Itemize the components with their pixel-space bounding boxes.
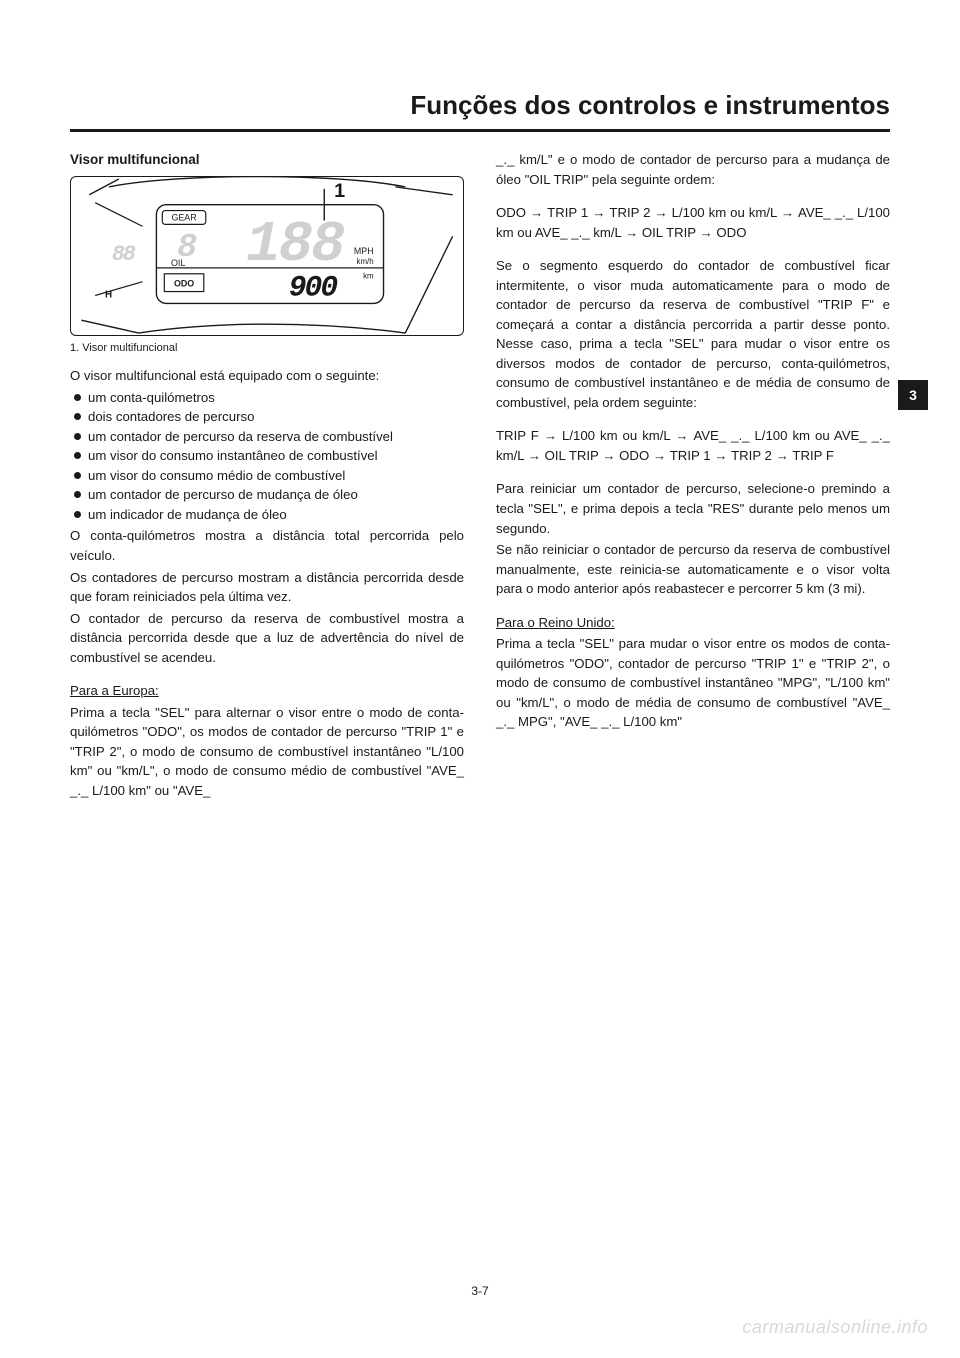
fig-label-kmh: km/h bbox=[357, 257, 374, 266]
fig-speed-ghost: 188 bbox=[246, 213, 345, 278]
list-item: um visor do consumo médio de combustível bbox=[70, 466, 464, 486]
arrow-icon: → bbox=[781, 205, 798, 220]
feature-bullet-list: um conta-quilómetros dois contadores de … bbox=[70, 388, 464, 525]
seq-part: TRIP 2 bbox=[731, 448, 772, 463]
reset-paragraph: Para reiniciar um contador de percurso, … bbox=[496, 479, 890, 538]
fig-label-h: H bbox=[105, 289, 112, 300]
list-item: um contador de percurso de mudança de ól… bbox=[70, 485, 464, 505]
seq-part: TRIP 1 bbox=[670, 448, 711, 463]
list-item: um indicador de mudança de óleo bbox=[70, 505, 464, 525]
seq-part: ODO bbox=[716, 225, 746, 240]
intro-paragraph: O visor multifuncional está equipado com… bbox=[70, 366, 464, 386]
fig-label-mph: MPH bbox=[354, 246, 374, 256]
arrow-icon: → bbox=[654, 205, 671, 220]
arrow-icon: → bbox=[625, 225, 642, 240]
reset-auto-paragraph: Se não reiniciar o contador de percurso … bbox=[496, 540, 890, 599]
list-item: um conta-quilómetros bbox=[70, 388, 464, 408]
arrow-icon: → bbox=[776, 448, 793, 463]
arrow-icon: → bbox=[528, 448, 545, 463]
watermark: carmanualsonline.info bbox=[742, 1317, 928, 1338]
list-item: dois contadores de percurso bbox=[70, 407, 464, 427]
header-rule bbox=[70, 129, 890, 132]
arrow-icon: → bbox=[530, 205, 547, 220]
tripf-sequence: TRIP F → L/100 km ou km/L → AVE_ _._ L/1… bbox=[496, 426, 890, 465]
arrow-icon: → bbox=[602, 448, 619, 463]
figure-caption: 1. Visor multifuncional bbox=[70, 340, 464, 356]
seq-part: OIL TRIP bbox=[642, 225, 696, 240]
seq-part: L/100 km ou km/L bbox=[672, 205, 777, 220]
list-item: um visor do consumo instantâneo de combu… bbox=[70, 446, 464, 466]
seq-part: L/100 km ou km/L bbox=[562, 428, 670, 443]
seq-part: TRIP F bbox=[792, 448, 834, 463]
seq-part: OIL TRIP bbox=[545, 448, 599, 463]
seq-part: ODO bbox=[496, 205, 526, 220]
section-subhead: Visor multifuncional bbox=[70, 150, 464, 170]
seq-part: ODO bbox=[619, 448, 649, 463]
page-title: Funções dos controlos e instrumentos bbox=[70, 90, 890, 121]
seq-part: TRIP F bbox=[496, 428, 539, 443]
two-column-layout: Visor multifuncional GEAR bbox=[70, 150, 890, 802]
left-column: Visor multifuncional GEAR bbox=[70, 150, 464, 802]
reserve-paragraph: O contador de percurso da reserva de com… bbox=[70, 609, 464, 668]
fig-fuel-ghost: 88 bbox=[112, 242, 136, 267]
page-number: 3-7 bbox=[0, 1284, 960, 1298]
fig-label-oil: OIL bbox=[171, 258, 185, 268]
chapter-tab: 3 bbox=[898, 380, 928, 410]
fig-label-gear: GEAR bbox=[171, 212, 196, 222]
fig-odo-value: 900 bbox=[289, 270, 338, 304]
fig-label-km: km bbox=[363, 272, 374, 281]
arrow-icon: → bbox=[544, 428, 562, 443]
cont-paragraph: _._ km/L" e o modo de contador de percur… bbox=[496, 150, 890, 189]
display-svg: GEAR 8 OIL 188 MPH km/h ODO 900 km bbox=[71, 177, 463, 335]
arrow-icon: → bbox=[714, 448, 731, 463]
uk-body: Prima a tecla "SEL" para mudar o visor e… bbox=[496, 634, 890, 732]
page: Funções dos controlos e instrumentos Vis… bbox=[0, 0, 960, 1358]
odo-sequence: ODO → TRIP 1 → TRIP 2 → L/100 km ou km/L… bbox=[496, 203, 890, 242]
fig-callout-1: 1 bbox=[334, 180, 345, 202]
arrow-icon: → bbox=[592, 205, 609, 220]
europe-heading: Para a Europa: bbox=[70, 681, 464, 701]
uk-heading: Para o Reino Unido: bbox=[496, 613, 890, 633]
europe-body: Prima a tecla "SEL" para alternar o viso… bbox=[70, 703, 464, 801]
odo-paragraph: O conta-quilómetros mostra a distância t… bbox=[70, 526, 464, 565]
arrow-icon: → bbox=[675, 428, 693, 443]
arrow-icon: → bbox=[700, 225, 717, 240]
fig-label-odo: ODO bbox=[174, 279, 194, 289]
right-column: _._ km/L" e o modo de contador de percur… bbox=[496, 150, 890, 802]
seq-part: TRIP 1 bbox=[547, 205, 588, 220]
trip-paragraph: Os contadores de percurso mostram a dist… bbox=[70, 568, 464, 607]
display-figure: GEAR 8 OIL 188 MPH km/h ODO 900 km bbox=[70, 176, 464, 336]
fuel-reserve-paragraph: Se o segmento esquerdo do contador de co… bbox=[496, 256, 890, 412]
seq-part: TRIP 2 bbox=[609, 205, 650, 220]
arrow-icon: → bbox=[653, 448, 670, 463]
list-item: um contador de percurso da reserva de co… bbox=[70, 427, 464, 447]
